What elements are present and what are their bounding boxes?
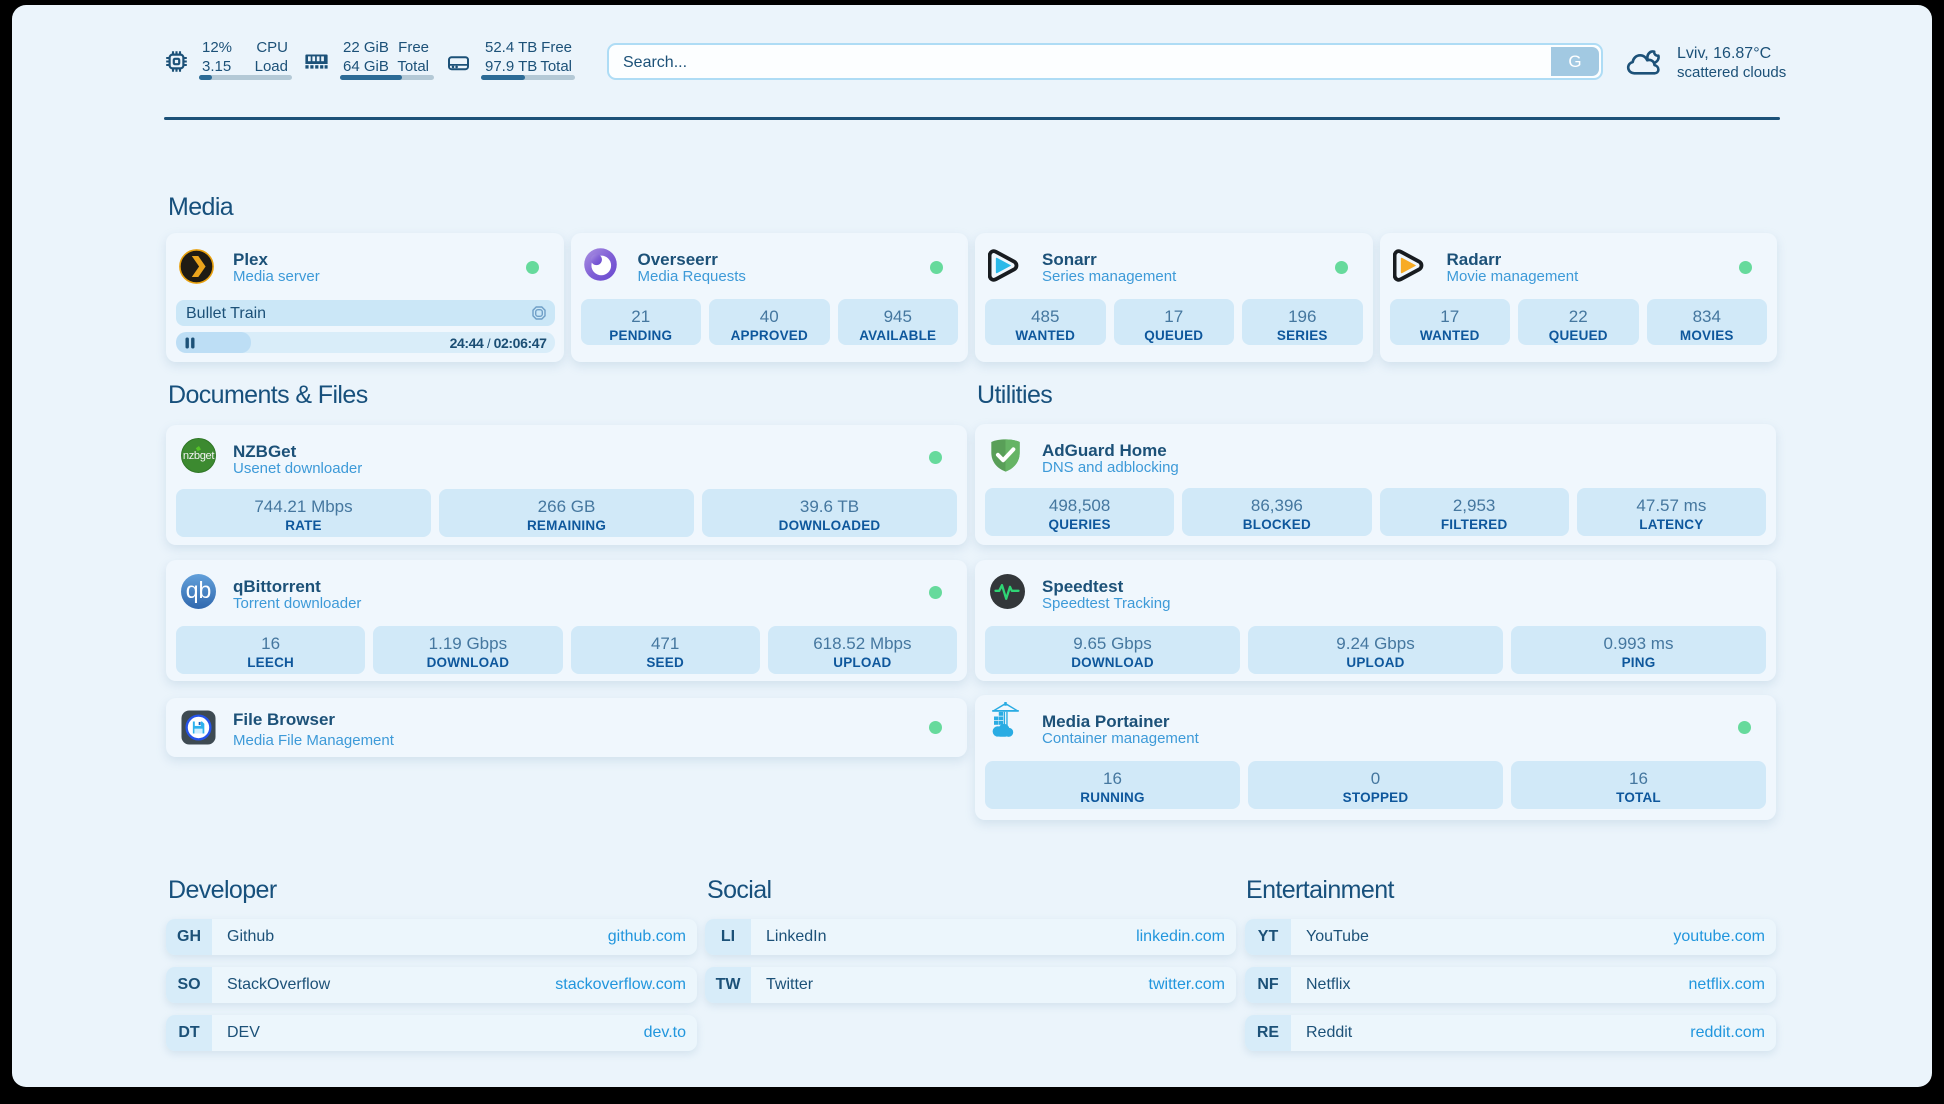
svg-text:qb: qb — [186, 577, 212, 603]
svg-text:nzbget: nzbget — [183, 450, 215, 462]
